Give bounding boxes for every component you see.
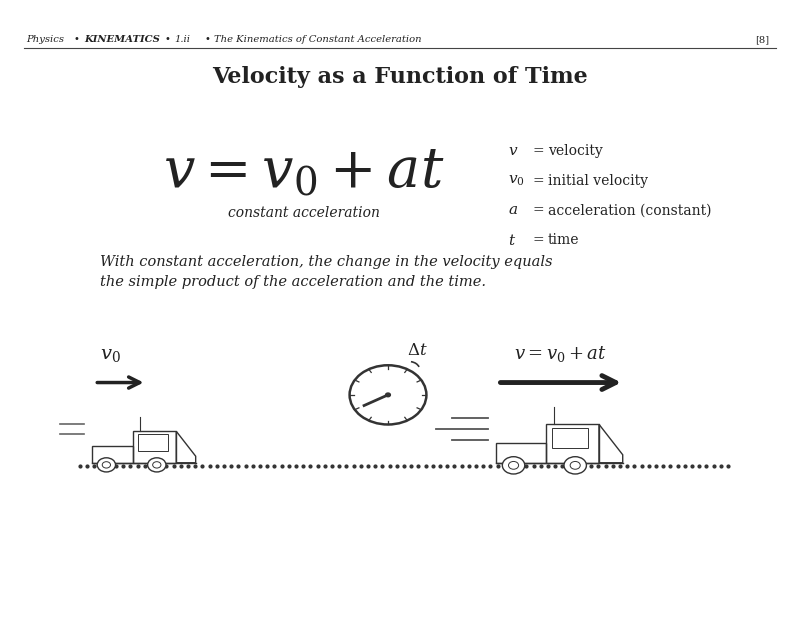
- Circle shape: [502, 457, 525, 474]
- Text: With constant acceleration, the change in the velocity equals: With constant acceleration, the change i…: [100, 255, 553, 269]
- Text: Velocity as a Function of Time: Velocity as a Function of Time: [212, 66, 588, 88]
- Text: $\Delta t$: $\Delta t$: [407, 342, 428, 359]
- Text: $t$: $t$: [508, 233, 516, 247]
- Text: •: •: [74, 35, 79, 44]
- Text: velocity: velocity: [548, 144, 602, 158]
- Text: constant acceleration: constant acceleration: [228, 206, 380, 220]
- Bar: [546, 424, 599, 463]
- Text: KINEMATICS: KINEMATICS: [84, 35, 160, 44]
- Text: •: •: [164, 35, 170, 44]
- Text: The Kinematics of Constant Acceleration: The Kinematics of Constant Acceleration: [214, 35, 422, 44]
- Circle shape: [148, 458, 166, 472]
- Text: $a$: $a$: [508, 204, 518, 217]
- Text: 1.ii: 1.ii: [174, 35, 190, 44]
- Bar: [92, 447, 133, 463]
- Bar: [138, 434, 168, 451]
- Text: $v_0$: $v_0$: [508, 173, 525, 188]
- Text: •: •: [204, 35, 210, 44]
- Circle shape: [564, 457, 586, 474]
- Circle shape: [97, 458, 115, 472]
- Text: acceleration (constant): acceleration (constant): [548, 204, 711, 217]
- Text: $v_0$: $v_0$: [100, 346, 121, 364]
- Text: =: =: [532, 144, 544, 158]
- Bar: [496, 443, 546, 463]
- Text: $v$: $v$: [508, 144, 518, 158]
- Text: Physics: Physics: [26, 35, 64, 44]
- Text: [8]: [8]: [755, 35, 770, 44]
- Text: time: time: [548, 233, 579, 247]
- Bar: [133, 431, 176, 463]
- Text: the simple product of the acceleration and the time.: the simple product of the acceleration a…: [100, 275, 486, 289]
- Text: =: =: [532, 233, 544, 247]
- Text: =: =: [532, 204, 544, 217]
- Text: $v = v_0 + at$: $v = v_0 + at$: [514, 344, 606, 364]
- Bar: [553, 428, 588, 448]
- Text: =: =: [532, 174, 544, 188]
- Text: $v = v_0 + at$: $v = v_0 + at$: [163, 146, 445, 200]
- Text: initial velocity: initial velocity: [548, 174, 648, 188]
- Circle shape: [386, 393, 390, 397]
